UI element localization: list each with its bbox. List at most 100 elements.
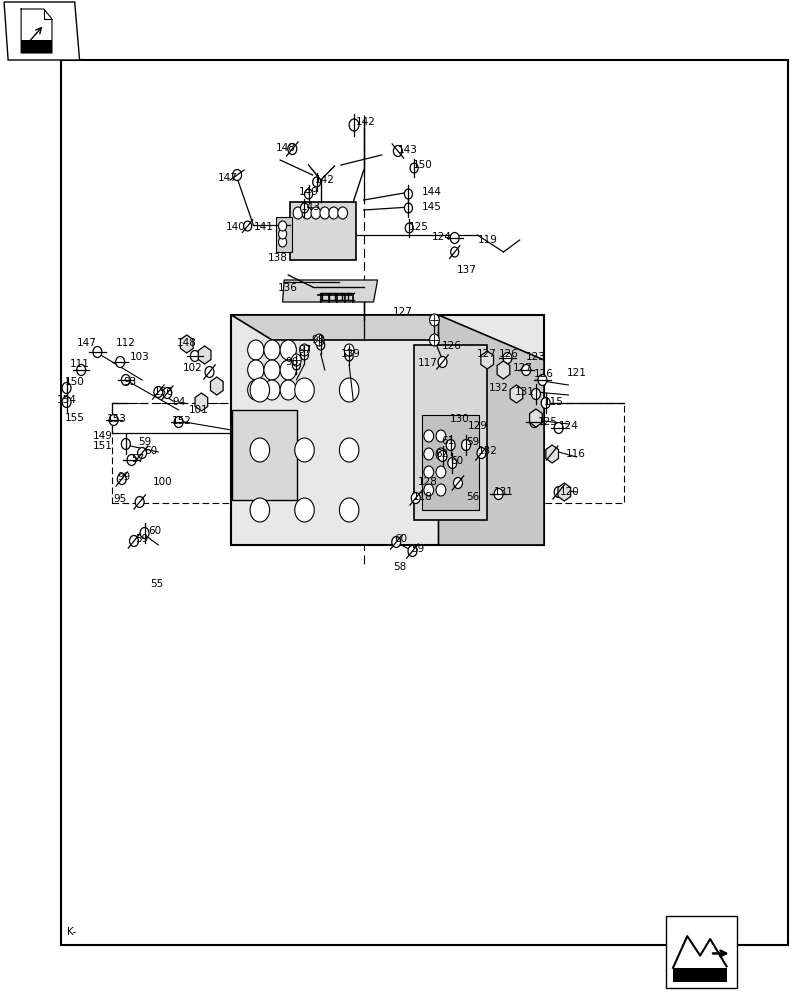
Circle shape bbox=[294, 498, 314, 522]
Text: 95: 95 bbox=[114, 494, 127, 504]
Text: 120: 120 bbox=[560, 487, 579, 497]
Bar bbox=[414, 345, 487, 520]
Bar bbox=[61, 60, 787, 945]
Circle shape bbox=[407, 546, 417, 556]
Bar bbox=[422, 415, 478, 510]
Circle shape bbox=[320, 207, 329, 219]
Text: 103: 103 bbox=[130, 352, 149, 362]
Circle shape bbox=[453, 478, 461, 488]
Text: 137: 137 bbox=[456, 265, 475, 275]
Circle shape bbox=[438, 357, 446, 367]
Circle shape bbox=[247, 380, 264, 400]
Text: 126: 126 bbox=[534, 369, 553, 379]
Text: 126: 126 bbox=[441, 341, 461, 351]
Text: 124: 124 bbox=[558, 421, 577, 431]
Circle shape bbox=[314, 334, 324, 346]
Bar bbox=[665, 916, 736, 988]
Circle shape bbox=[423, 466, 433, 478]
Circle shape bbox=[449, 232, 459, 243]
Circle shape bbox=[127, 454, 135, 466]
Circle shape bbox=[174, 416, 183, 428]
Circle shape bbox=[139, 528, 148, 538]
Circle shape bbox=[410, 163, 418, 173]
Circle shape bbox=[502, 353, 511, 363]
Circle shape bbox=[300, 203, 308, 213]
Circle shape bbox=[476, 448, 485, 458]
Polygon shape bbox=[480, 351, 493, 369]
Text: 130: 130 bbox=[449, 414, 469, 424]
Text: 117: 117 bbox=[417, 358, 436, 368]
Text: 57: 57 bbox=[131, 454, 144, 464]
Text: 151: 151 bbox=[92, 441, 112, 451]
Circle shape bbox=[122, 438, 130, 450]
Text: 131: 131 bbox=[493, 487, 513, 497]
Circle shape bbox=[344, 344, 354, 356]
Text: 147: 147 bbox=[76, 338, 96, 348]
Text: 127: 127 bbox=[513, 363, 532, 373]
Circle shape bbox=[190, 351, 200, 361]
Circle shape bbox=[117, 474, 126, 485]
Polygon shape bbox=[438, 315, 543, 545]
Text: 123: 123 bbox=[526, 352, 545, 362]
Text: 97: 97 bbox=[298, 345, 311, 355]
Circle shape bbox=[438, 450, 446, 462]
Circle shape bbox=[337, 207, 347, 219]
Circle shape bbox=[410, 492, 420, 504]
Text: 131: 131 bbox=[514, 387, 534, 397]
Circle shape bbox=[345, 351, 353, 361]
Circle shape bbox=[278, 229, 286, 239]
Text: 144: 144 bbox=[422, 187, 441, 197]
Polygon shape bbox=[509, 385, 522, 403]
Text: 153: 153 bbox=[107, 414, 127, 424]
Text: 147: 147 bbox=[217, 173, 237, 183]
Polygon shape bbox=[496, 361, 509, 379]
Text: 142: 142 bbox=[355, 117, 375, 127]
Polygon shape bbox=[4, 2, 79, 60]
Circle shape bbox=[553, 422, 562, 434]
Polygon shape bbox=[195, 393, 208, 411]
Circle shape bbox=[294, 378, 314, 402]
Bar bbox=[112, 403, 264, 503]
Text: 62: 62 bbox=[435, 449, 448, 459]
Circle shape bbox=[280, 360, 296, 380]
Circle shape bbox=[137, 448, 146, 458]
Text: 102: 102 bbox=[182, 363, 202, 373]
Text: 152: 152 bbox=[172, 416, 191, 426]
Text: 143: 143 bbox=[397, 145, 417, 155]
Text: 125: 125 bbox=[537, 417, 556, 427]
Circle shape bbox=[291, 354, 301, 366]
Text: 148: 148 bbox=[276, 143, 295, 153]
Circle shape bbox=[115, 357, 124, 367]
Circle shape bbox=[62, 396, 71, 408]
Text: 59: 59 bbox=[135, 534, 148, 544]
Circle shape bbox=[423, 430, 433, 442]
Circle shape bbox=[521, 364, 530, 375]
Polygon shape bbox=[198, 346, 211, 364]
Circle shape bbox=[204, 366, 214, 377]
Circle shape bbox=[436, 484, 445, 496]
Circle shape bbox=[129, 536, 138, 546]
Circle shape bbox=[404, 203, 412, 213]
Circle shape bbox=[547, 448, 556, 458]
Circle shape bbox=[393, 145, 401, 156]
Circle shape bbox=[264, 380, 280, 400]
Text: 116: 116 bbox=[565, 449, 585, 459]
Bar bbox=[424, 403, 623, 503]
Text: 119: 119 bbox=[477, 235, 496, 245]
Polygon shape bbox=[672, 968, 726, 982]
Text: 142: 142 bbox=[315, 175, 334, 185]
Text: 129: 129 bbox=[467, 421, 487, 431]
Text: 121: 121 bbox=[566, 368, 586, 378]
Text: 136: 136 bbox=[277, 283, 297, 293]
Circle shape bbox=[391, 536, 400, 548]
Circle shape bbox=[405, 223, 413, 233]
Circle shape bbox=[250, 498, 269, 522]
Text: 93: 93 bbox=[123, 377, 136, 387]
Text: 149: 149 bbox=[92, 431, 112, 441]
Circle shape bbox=[450, 247, 458, 257]
Circle shape bbox=[446, 440, 455, 450]
Circle shape bbox=[264, 340, 280, 360]
Circle shape bbox=[493, 488, 502, 499]
Text: 115: 115 bbox=[543, 397, 563, 407]
Circle shape bbox=[461, 440, 470, 450]
